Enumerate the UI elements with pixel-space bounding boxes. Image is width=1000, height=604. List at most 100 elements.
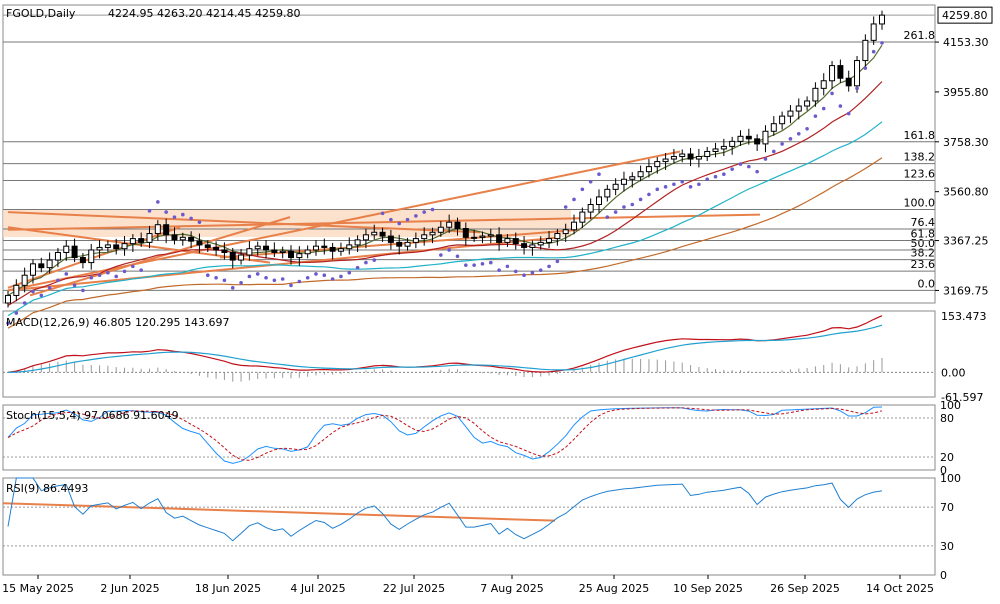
candle[interactable] [512,238,519,245]
candle[interactable] [629,176,636,180]
candle[interactable] [288,250,295,259]
candle[interactable] [254,245,261,250]
candle[interactable] [221,249,228,253]
candle[interactable] [63,245,70,253]
macd-panel[interactable] [3,315,935,382]
candle[interactable] [279,250,286,253]
candle[interactable] [446,221,453,228]
candle[interactable] [720,145,727,150]
candle[interactable] [529,244,536,248]
candle[interactable] [679,153,686,158]
candle[interactable] [795,105,802,112]
candle[interactable] [562,229,569,235]
candle[interactable] [787,110,794,117]
stoch-panel[interactable] [3,406,935,464]
candle[interactable] [387,235,394,243]
candle[interactable] [271,249,278,253]
candle[interactable] [820,80,827,89]
candle[interactable] [637,171,644,178]
candle[interactable] [554,233,561,240]
candle[interactable] [38,263,45,269]
candle[interactable] [870,23,877,41]
candle[interactable] [612,183,619,190]
candle[interactable] [454,221,461,230]
candle[interactable] [371,231,378,236]
candle[interactable] [546,238,553,243]
candle[interactable] [188,236,195,242]
candle[interactable] [770,123,777,132]
candle[interactable] [579,211,586,223]
main-price-panel[interactable]: 0.023.638.250.061.876.4100.0123.6138.216… [3,10,935,329]
candle[interactable] [354,239,361,246]
candle[interactable] [479,235,486,238]
candle[interactable] [246,248,253,256]
candle[interactable] [5,294,11,304]
candle[interactable] [754,138,761,145]
candle[interactable] [29,263,36,276]
candle[interactable] [804,100,811,107]
candle[interactable] [396,241,403,247]
candle[interactable] [471,236,478,239]
candle[interactable] [779,115,786,125]
candle[interactable] [54,251,61,261]
candle[interactable] [171,234,178,241]
candle[interactable] [121,243,128,250]
candle[interactable] [362,234,369,241]
rsi-panel[interactable] [2,477,935,547]
candle[interactable] [604,188,611,198]
candle[interactable] [862,39,869,62]
candle[interactable] [138,238,145,243]
candle[interactable] [587,204,594,213]
candle[interactable] [729,140,736,147]
candle[interactable] [421,234,428,240]
candle[interactable] [321,245,328,248]
candle[interactable] [462,228,469,238]
candle[interactable] [687,153,694,160]
candle[interactable] [429,231,436,236]
candle[interactable] [571,221,578,231]
candle[interactable] [312,245,319,251]
candle[interactable] [537,241,544,246]
candle[interactable] [712,148,719,152]
candle[interactable] [695,156,702,160]
candle[interactable] [71,245,78,259]
candle[interactable] [412,238,419,243]
candle[interactable] [745,135,752,140]
candle[interactable] [79,257,86,264]
candle[interactable] [46,259,53,269]
candle[interactable] [662,158,669,163]
candle[interactable] [379,231,386,237]
candle[interactable] [404,241,411,247]
candle[interactable] [204,244,211,248]
candle[interactable] [704,150,711,158]
candle[interactable] [595,196,602,206]
candle[interactable] [13,284,20,296]
candle[interactable] [845,77,852,87]
candle[interactable] [329,246,336,252]
candle[interactable] [196,240,203,246]
candle[interactable] [812,87,819,102]
candle[interactable] [96,246,103,251]
candle[interactable] [762,130,769,145]
candle[interactable] [837,65,844,79]
candle[interactable] [88,249,95,264]
candle[interactable] [829,65,836,82]
candle[interactable] [104,244,111,248]
candle[interactable] [437,226,444,233]
candle[interactable] [146,233,153,243]
candle[interactable] [129,238,136,245]
candle[interactable] [113,244,120,250]
candle[interactable] [154,224,161,235]
candle[interactable] [296,253,303,259]
candle[interactable] [654,161,661,168]
candle[interactable] [854,60,861,87]
candle[interactable] [213,246,220,251]
candle[interactable] [346,244,353,250]
candle[interactable] [21,274,28,286]
candle[interactable] [645,166,652,173]
candle[interactable] [670,156,677,160]
candle[interactable] [337,248,344,252]
candle[interactable] [487,234,494,237]
candle[interactable] [238,254,245,261]
